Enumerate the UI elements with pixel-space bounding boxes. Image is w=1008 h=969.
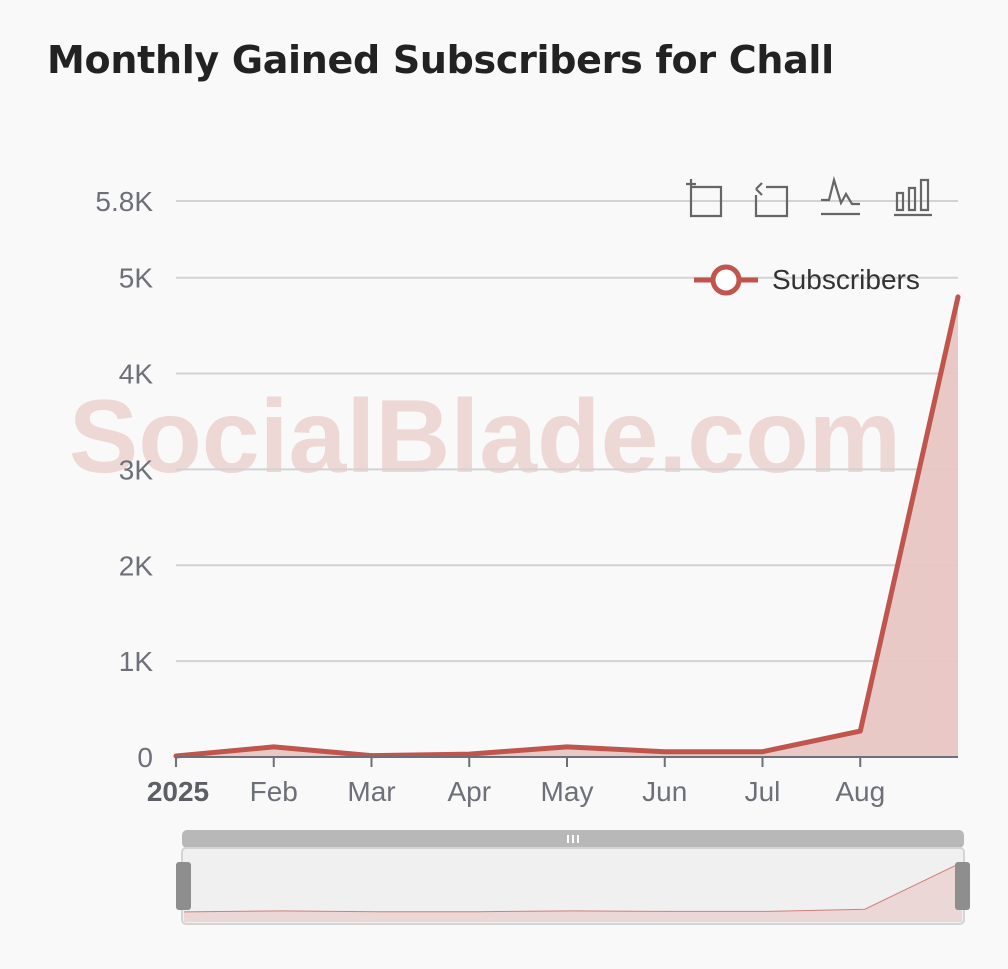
- y-axis-labels: 0 1K 2K 3K 4K 5K 5.8K: [95, 186, 153, 773]
- chart-title: Monthly Gained Subscribers for Chall: [47, 38, 834, 82]
- data-point: [858, 729, 862, 733]
- series-line: [173, 294, 961, 759]
- data-point: [663, 750, 667, 754]
- area-layer: [173, 294, 961, 759]
- y-tick-label: 3K: [119, 454, 154, 485]
- y-tick-label: 2K: [119, 550, 154, 581]
- line-chart-icon[interactable]: [816, 175, 866, 226]
- slider-preview-area: [184, 862, 962, 922]
- data-point: [565, 745, 569, 749]
- slider-handle-left[interactable]: [176, 862, 191, 910]
- toolbox: [686, 175, 940, 226]
- x-tick-label: Feb: [250, 776, 298, 807]
- series-area: [176, 296, 958, 757]
- x-axis-labels: 2025 Feb Mar Apr May Jun Jul Aug: [147, 776, 885, 807]
- y-tick-label: 4K: [119, 359, 154, 390]
- zoom-icon[interactable]: [686, 176, 736, 226]
- data-point: [467, 752, 471, 756]
- x-tick-label: Mar: [347, 776, 395, 807]
- data-point: [272, 745, 276, 749]
- legend-circle-symbol: [710, 264, 742, 296]
- x-tick-label: 2025: [147, 776, 209, 807]
- slider-preview: [183, 861, 963, 922]
- y-tick-label: 5K: [119, 263, 154, 294]
- watermark-text: SocialBlade.com: [69, 379, 901, 495]
- bar-chart-icon[interactable]: [890, 176, 940, 226]
- x-axis: [175, 756, 958, 767]
- y-tick-label: 1K: [119, 646, 154, 677]
- legend[interactable]: Subscribers: [694, 264, 920, 296]
- x-tick-label: May: [541, 776, 594, 807]
- x-tick-label: Aug: [835, 776, 885, 807]
- slider-grip-icon[interactable]: [567, 835, 579, 843]
- y-tick-label: 0: [137, 742, 153, 773]
- slider-handle-right[interactable]: [955, 862, 970, 910]
- x-tick-label: Jun: [642, 776, 687, 807]
- x-tick-label: Apr: [447, 776, 491, 807]
- datazoom-slider[interactable]: [176, 830, 970, 925]
- data-point: [761, 750, 765, 754]
- y-tick-label: 5.8K: [95, 186, 153, 217]
- slider-preview-line: [183, 861, 963, 913]
- legend-label: Subscribers: [772, 264, 920, 295]
- x-tick-label: Jul: [745, 776, 781, 807]
- zoom-reset-icon[interactable]: [750, 176, 800, 226]
- data-point: [956, 295, 960, 299]
